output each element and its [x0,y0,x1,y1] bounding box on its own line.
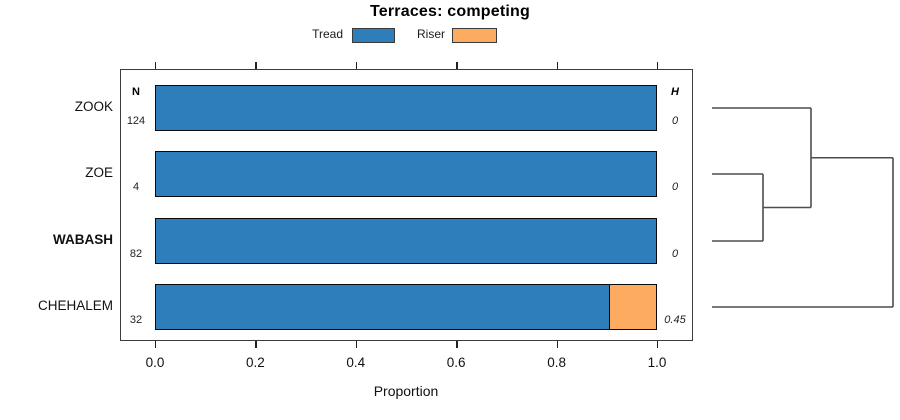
bar-segment-tread [156,219,656,263]
x-tick-top [657,62,659,69]
category-label-zoe: ZOE [85,165,113,180]
bar-segment-tread [156,86,656,130]
bar-wabash [155,218,657,264]
category-label-wabash: WABASH [53,232,113,247]
h-value-zook: 0 [671,115,679,127]
bar-segment-tread [156,285,609,329]
h-value-wabash: 0 [671,248,679,260]
n-value-wabash: 82 [129,248,143,260]
x-tick-top [355,62,358,69]
bar-segment-riser [609,285,656,329]
x-tick-bottom [556,341,558,348]
bar-zoe [155,151,657,197]
legend-swatch-riser [452,28,497,43]
bar-zook [155,85,657,131]
x-tick-label: 0.0 [145,355,165,370]
legend-swatch-tread [352,28,395,43]
legend-label-riser: Riser [416,27,445,41]
bar-segment-tread [156,152,656,196]
x-tick-bottom [456,341,458,348]
chart-title: Terraces: competing [370,3,530,20]
h-column-header: H [671,86,679,98]
x-tick-top [456,62,458,69]
x-tick-label: 0.6 [446,355,466,370]
bar-chehalem [155,284,657,330]
h-value-zoe: 0 [671,181,679,193]
category-label-chehalem: CHEHALEM [37,298,113,313]
x-tick-bottom [355,341,358,348]
n-column-header: N [132,86,140,98]
n-value-chehalem: 32 [129,314,143,326]
x-tick-label: 0.4 [346,355,366,370]
category-label-zook: ZOOK [74,99,113,114]
x-tick-bottom [155,341,157,348]
x-tick-top [556,62,558,69]
x-axis-title: Proportion [373,383,439,399]
x-tick-top [255,62,257,69]
x-tick-label: 0.2 [246,355,265,370]
n-value-zoe: 4 [132,181,140,193]
x-tick-top [155,62,157,69]
n-value-zook: 124 [126,115,146,127]
x-tick-bottom [255,341,257,348]
x-tick-bottom [657,341,659,348]
h-value-chehalem: 0.45 [664,314,686,326]
x-tick-label: 0.8 [547,355,566,370]
legend-label-tread: Tread [312,27,343,41]
x-tick-label: 1.0 [647,355,667,370]
